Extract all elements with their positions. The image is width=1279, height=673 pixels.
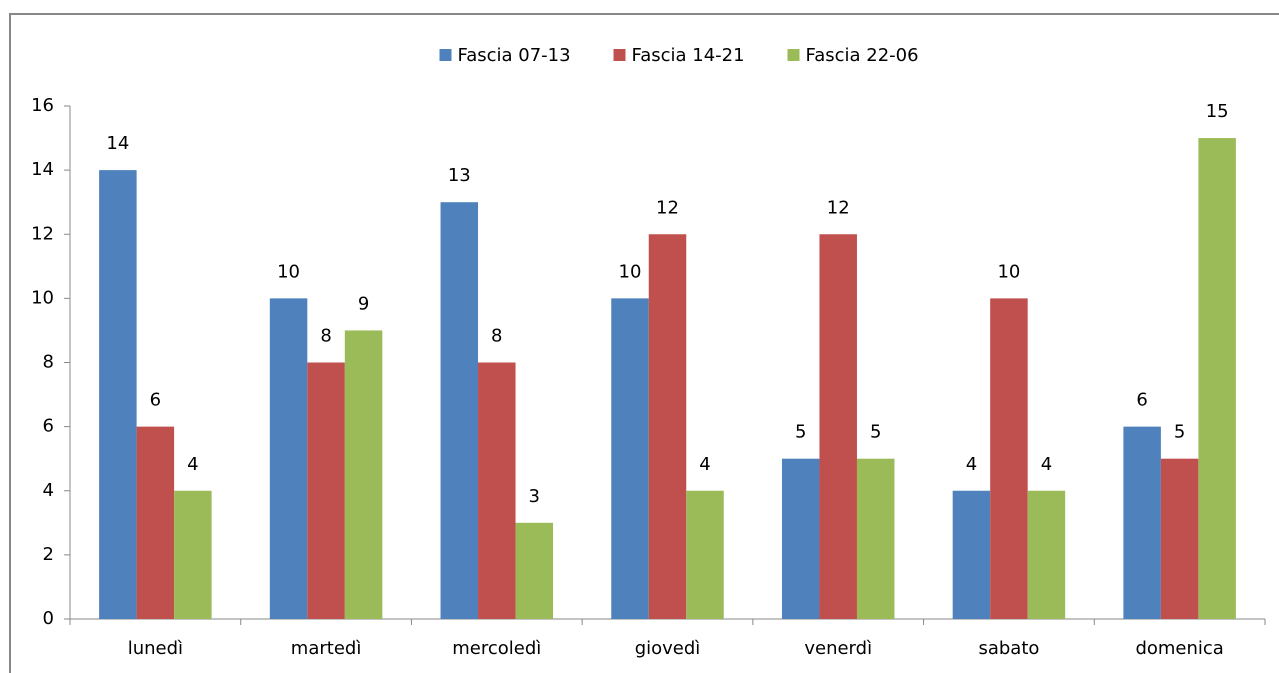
y-tick-label: 8	[43, 352, 54, 373]
data-label: 8	[320, 326, 331, 347]
bar	[174, 490, 212, 619]
bar	[1027, 490, 1066, 619]
data-label: 3	[529, 486, 540, 507]
y-tick-label: 10	[31, 287, 54, 308]
bar	[307, 362, 345, 619]
data-label: 12	[656, 197, 679, 218]
bar	[136, 426, 175, 619]
legend-label: Fascia 22-06	[806, 45, 919, 66]
x-tick-label: mercoledì	[452, 638, 541, 659]
data-label: 5	[870, 422, 881, 443]
legend-swatch	[787, 49, 800, 61]
x-tick-label: sabato	[978, 638, 1039, 659]
x-tick-label: venerdì	[804, 638, 872, 659]
bar	[952, 490, 991, 619]
y-tick-label: 16	[31, 95, 54, 116]
bar	[478, 362, 516, 619]
bar	[1198, 138, 1236, 619]
bar	[515, 522, 554, 619]
data-label: 4	[187, 454, 198, 475]
bar	[1123, 426, 1161, 619]
legend-label: Fascia 14-21	[632, 45, 745, 66]
y-tick-label: 0	[43, 608, 54, 629]
data-label: 14	[106, 133, 129, 154]
y-tick-label: 6	[43, 416, 54, 437]
chart-frame	[9, 13, 1279, 673]
bar	[99, 170, 137, 619]
y-tick-label: 2	[43, 544, 54, 565]
data-label: 8	[491, 326, 502, 347]
data-label: 5	[1174, 422, 1185, 443]
data-label: 10	[997, 261, 1020, 282]
bar	[344, 330, 383, 619]
data-label: 4	[699, 454, 710, 475]
legend-label: Fascia 07-13	[458, 45, 571, 66]
bar	[781, 458, 820, 619]
data-label: 4	[1041, 454, 1052, 475]
data-label: 5	[795, 422, 806, 443]
x-tick-label: domenica	[1135, 638, 1223, 659]
data-label: 10	[277, 261, 300, 282]
data-label: 6	[1136, 390, 1147, 411]
y-tick-label: 4	[43, 480, 54, 501]
bar	[819, 234, 857, 619]
legend-swatch	[439, 49, 452, 61]
bar	[856, 458, 895, 619]
y-tick-label: 14	[31, 159, 54, 180]
bar	[990, 298, 1028, 619]
bar	[686, 490, 724, 619]
data-label: 4	[966, 454, 977, 475]
bar	[611, 298, 649, 619]
bar	[648, 234, 687, 619]
data-label: 9	[358, 293, 369, 314]
bar	[1160, 458, 1199, 619]
y-tick-label: 12	[31, 223, 54, 244]
data-label: 15	[1206, 101, 1229, 122]
bar	[440, 202, 479, 619]
data-label: 12	[827, 197, 850, 218]
x-tick-label: martedì	[291, 638, 362, 659]
data-label: 10	[619, 261, 642, 282]
data-label: 6	[150, 390, 161, 411]
legend-swatch	[613, 49, 626, 61]
data-label: 13	[448, 165, 471, 186]
bar	[269, 298, 308, 619]
x-tick-label: lunedì	[128, 638, 183, 659]
x-tick-label: giovedì	[635, 638, 701, 659]
